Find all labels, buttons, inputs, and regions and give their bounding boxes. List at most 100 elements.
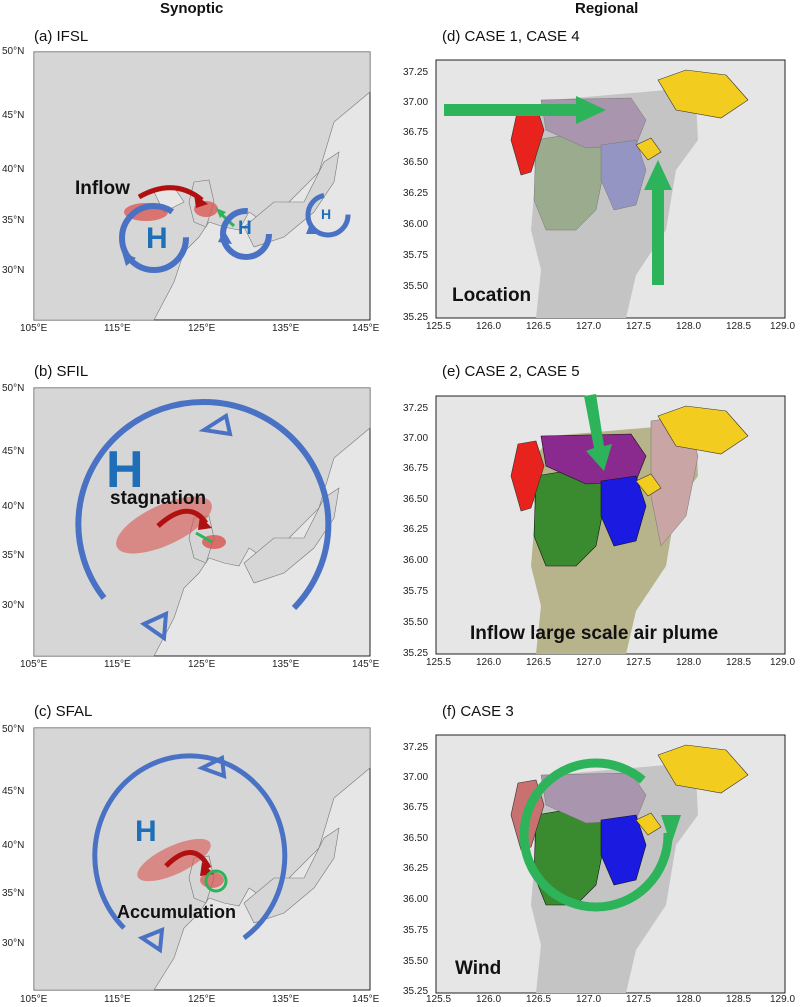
blue-zone <box>600 475 647 547</box>
green-arrow-north <box>584 394 612 471</box>
e-x-tick: 126.5 <box>526 657 552 668</box>
e-y-tick: 35.75 <box>403 586 429 597</box>
green-arrow-west <box>444 96 606 124</box>
f-x-tick: 128.0 <box>676 994 702 1005</box>
d-y-tick: 36.00 <box>403 219 429 230</box>
a-lon-tick: 135°E <box>272 323 300 334</box>
d-y-tick: 36.50 <box>403 157 429 168</box>
a-lon-tick: 115°E <box>104 323 131 334</box>
e-x-tick: 129.0 <box>770 657 796 668</box>
e-x-tick: 127.0 <box>576 657 602 668</box>
e-y-tick: 36.25 <box>403 524 429 535</box>
panel-f-caption: Wind <box>455 958 502 979</box>
b-lat-tick: 50°N <box>2 383 25 394</box>
b-lat-tick: 30°N <box>2 600 25 611</box>
panel-a-label: (a) IFSL <box>34 28 89 45</box>
d-x-tick: 125.5 <box>426 321 452 332</box>
d-y-tick: 37.00 <box>403 97 429 108</box>
e-y-tick: 36.00 <box>403 555 429 566</box>
f-x-tick: 126.5 <box>526 994 552 1005</box>
high-pressure-circulation <box>75 399 332 611</box>
c-lon-tick: 105°E <box>20 994 48 1005</box>
high-pressure-3 <box>305 192 351 238</box>
panel-b-stagnation-label: stagnation <box>110 488 207 509</box>
panel-c-label: (c) SFAL <box>34 703 93 720</box>
b-lat-tick: 45°N <box>2 446 25 457</box>
panel-f-map <box>435 734 786 994</box>
blue-zone <box>600 814 647 886</box>
panel-c-accumulation-label: Accumulation <box>117 902 237 922</box>
yellow-zone-ne <box>657 744 749 794</box>
f-x-tick: 127.5 <box>626 994 652 1005</box>
yellow-zone-ne <box>657 69 749 119</box>
c-lon-tick: 135°E <box>272 994 300 1005</box>
f-y-tick: 36.50 <box>403 833 429 844</box>
c-lat-tick: 45°N <box>2 786 25 797</box>
panel-c-H: H <box>135 815 157 848</box>
a-lon-tick: 145°E <box>352 323 380 334</box>
e-y-tick: 36.75 <box>403 463 429 474</box>
synoptic-column-title: Synoptic <box>160 0 224 17</box>
e-y-tick: 37.25 <box>403 403 429 414</box>
f-y-tick: 36.00 <box>403 894 429 905</box>
panel-a-H-1: H <box>146 222 168 255</box>
d-x-tick: 126.0 <box>476 321 502 332</box>
d-x-tick: 127.0 <box>576 321 602 332</box>
c-lat-tick: 30°N <box>2 938 25 949</box>
panel-c-map <box>33 727 371 991</box>
yellow-zone-ne <box>657 405 749 455</box>
green-arrow-south <box>644 160 672 285</box>
d-y-tick: 37.25 <box>403 67 429 78</box>
panel-d-caption: Location <box>452 285 532 306</box>
e-y-tick: 37.00 <box>403 433 429 444</box>
blue-zone <box>600 139 647 211</box>
c-lon-tick: 125°E <box>188 994 216 1005</box>
c-lat-tick: 50°N <box>2 724 25 735</box>
d-y-tick: 36.75 <box>403 127 429 138</box>
a-lat-tick: 45°N <box>2 110 25 121</box>
d-y-tick: 35.25 <box>403 312 429 323</box>
d-x-tick: 128.5 <box>726 321 752 332</box>
regional-column-title: Regional <box>575 0 639 17</box>
panel-a-H-3: H <box>321 206 332 222</box>
panel-e-label: (e) CASE 2, CASE 5 <box>442 363 580 380</box>
transport-arrowhead <box>194 194 208 208</box>
yellow-zone-e <box>635 137 662 161</box>
f-y-tick: 35.75 <box>403 925 429 936</box>
b-lon-tick: 115°E <box>104 659 131 670</box>
a-lat-tick: 35°N <box>2 215 25 226</box>
f-x-tick: 128.5 <box>726 994 752 1005</box>
d-x-tick: 126.5 <box>526 321 552 332</box>
b-lon-tick: 105°E <box>20 659 48 670</box>
accumulation-circle <box>204 869 228 893</box>
f-y-tick: 35.50 <box>403 956 429 967</box>
c-lat-tick: 40°N <box>2 840 25 851</box>
wind-arrowhead <box>661 815 681 845</box>
a-lon-tick: 105°E <box>20 323 48 334</box>
f-y-tick: 37.25 <box>403 742 429 753</box>
d-x-tick: 128.0 <box>676 321 702 332</box>
red-zone <box>510 440 545 512</box>
high-pressure-1 <box>119 203 189 273</box>
a-lat-tick: 50°N <box>2 46 25 57</box>
panel-b-map <box>33 387 371 657</box>
b-lat-tick: 40°N <box>2 501 25 512</box>
panel-e-map <box>435 394 786 655</box>
f-y-tick: 35.25 <box>403 986 429 997</box>
f-x-tick: 129.0 <box>770 994 796 1005</box>
panel-e-caption: Inflow large scale air plume <box>470 623 719 644</box>
panel-b-label: (b) SFIL <box>34 363 89 380</box>
b-lon-tick: 145°E <box>352 659 380 670</box>
b-lat-tick: 35°N <box>2 550 25 561</box>
f-y-tick: 36.75 <box>403 802 429 813</box>
e-y-tick: 35.50 <box>403 617 429 628</box>
panel-d-label: (d) CASE 1, CASE 4 <box>442 28 580 45</box>
panel-a-map <box>33 51 371 321</box>
panel-a-H-2: H <box>238 218 252 239</box>
d-y-tick: 35.75 <box>403 250 429 261</box>
a-lat-tick: 40°N <box>2 164 25 175</box>
f-x-tick: 125.5 <box>426 994 452 1005</box>
d-y-tick: 36.25 <box>403 188 429 199</box>
e-x-tick: 128.0 <box>676 657 702 668</box>
c-lat-tick: 35°N <box>2 888 25 899</box>
